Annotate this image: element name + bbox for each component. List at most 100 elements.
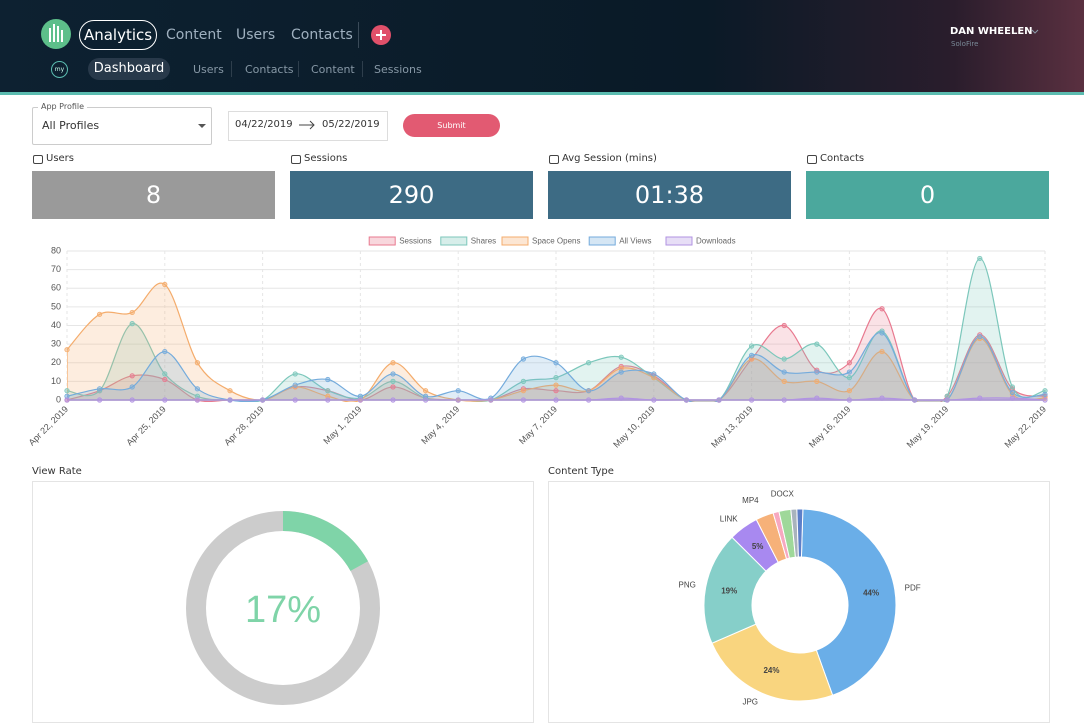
kpi-label: Contacts [820, 153, 865, 164]
date-arrow [299, 120, 315, 130]
user-name[interactable]: DAN WHEELEN [950, 26, 1033, 37]
kpi-value: 0 [806, 171, 1049, 219]
data-point [814, 341, 820, 347]
date-range[interactable] [228, 111, 388, 141]
legend-swatch [368, 236, 396, 246]
data-point [748, 343, 755, 349]
nav-item-active[interactable]: Analytics [79, 20, 157, 50]
data-point [97, 397, 103, 403]
x-tick-label: Apr 22, 2019 [27, 404, 71, 448]
subnav-item[interactable]: Users [193, 63, 224, 76]
date-to[interactable]: 05/22/2019 [322, 119, 380, 130]
subnav-active[interactable]: Dashboard [88, 58, 170, 80]
data-point [618, 369, 624, 375]
separator [231, 61, 232, 77]
slice-category-label: JPG [742, 697, 758, 706]
profile-select[interactable] [32, 107, 212, 145]
kpi-icon [549, 155, 559, 164]
data-point [879, 348, 885, 355]
add-button[interactable] [371, 25, 391, 45]
kpi-icon [807, 155, 817, 164]
data-point [846, 397, 853, 403]
y-tick-label: 80 [51, 245, 61, 255]
data-point [422, 397, 429, 403]
data-point [944, 397, 950, 403]
data-point [129, 309, 135, 316]
legend-label: Space Opens [532, 237, 580, 246]
data-point [781, 397, 787, 403]
submit-button[interactable]: Submit [403, 114, 500, 137]
slice-category-label: PNG [679, 580, 696, 589]
nav-item[interactable]: Users [236, 27, 276, 43]
data-point [64, 347, 70, 353]
data-point [1009, 384, 1016, 390]
subnav-item[interactable]: Sessions [374, 63, 422, 76]
x-tick-label: May 1, 2019 [321, 404, 363, 446]
data-point [781, 369, 787, 375]
y-tick-label: 50 [51, 301, 61, 311]
data-point [520, 356, 527, 362]
data-point [651, 371, 657, 377]
legend-swatch [501, 236, 529, 246]
data-point [846, 360, 853, 366]
pie-slice [796, 508, 804, 558]
x-tick-label: Apr 28, 2019 [222, 404, 266, 448]
data-point [97, 311, 103, 317]
data-point [455, 388, 461, 394]
nav-item[interactable]: Contacts [291, 27, 353, 43]
data-point [325, 376, 331, 383]
x-tick-label: May 4, 2019 [419, 404, 461, 446]
kpi-label: Users [46, 153, 75, 164]
data-point [227, 388, 233, 394]
data-point [129, 321, 135, 327]
date-from[interactable]: 04/22/2019 [235, 119, 293, 130]
nav-item[interactable]: Content [166, 27, 222, 43]
data-point [129, 373, 135, 379]
separator [298, 61, 299, 77]
data-point [194, 360, 200, 366]
data-point [977, 395, 983, 401]
slice-value-label: 44% [863, 589, 879, 598]
gauge-label: 17% [245, 589, 321, 631]
kpi-value: 01:38 [548, 171, 791, 219]
legend-swatch [665, 236, 693, 246]
data-point [846, 369, 853, 375]
data-point [814, 378, 820, 384]
data-point [162, 348, 168, 355]
data-point [1042, 391, 1048, 398]
data-point [292, 382, 298, 388]
x-tick-label: May 16, 2019 [807, 404, 853, 450]
pie-slice [711, 623, 834, 702]
user-caret[interactable] [1031, 29, 1039, 35]
data-point [585, 388, 592, 394]
data-point [781, 322, 787, 329]
y-tick-label: 0 [56, 394, 61, 404]
small-logo: my [51, 61, 68, 78]
data-point [129, 384, 135, 390]
data-point [520, 388, 527, 394]
data-point [520, 378, 527, 384]
data-point [194, 397, 200, 403]
data-point [1009, 395, 1016, 401]
subnav-item[interactable]: Contacts [245, 63, 294, 76]
data-point [162, 376, 168, 383]
user-org: SoloFire [951, 40, 979, 48]
data-point [911, 397, 918, 403]
logo [41, 19, 71, 49]
slice-category-label: DOCX [771, 490, 795, 499]
data-point [977, 255, 983, 262]
x-tick-label: Apr 25, 2019 [124, 404, 168, 448]
data-point [129, 397, 135, 403]
kpi-value: 290 [290, 171, 533, 219]
kpi-value: 8 [32, 171, 275, 219]
kpi-icon [291, 155, 301, 164]
data-point [1009, 389, 1016, 396]
subnav-item[interactable]: Content [311, 63, 355, 76]
data-point [97, 386, 103, 392]
data-point [716, 397, 722, 403]
data-point [194, 386, 200, 392]
data-point [292, 397, 298, 403]
data-point [651, 397, 657, 403]
legend-label: Downloads [696, 237, 736, 246]
